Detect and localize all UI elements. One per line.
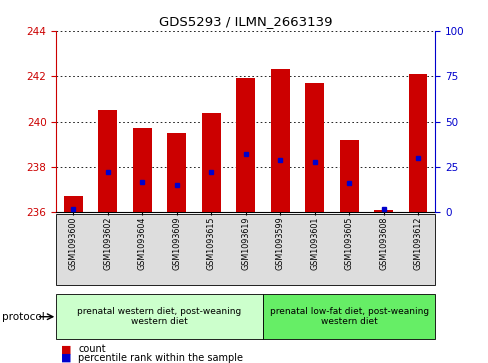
Bar <box>270 69 289 212</box>
Text: prenatal low-fat diet, post-weaning
western diet: prenatal low-fat diet, post-weaning west… <box>269 307 428 326</box>
Bar <box>98 110 117 212</box>
Title: GDS5293 / ILMN_2663139: GDS5293 / ILMN_2663139 <box>159 15 332 28</box>
Bar <box>133 129 152 212</box>
Text: percentile rank within the sample: percentile rank within the sample <box>78 352 243 363</box>
Bar <box>202 113 220 212</box>
Text: protocol: protocol <box>2 312 45 322</box>
Bar <box>407 74 427 212</box>
Bar <box>64 196 83 212</box>
Text: prenatal western diet, post-weaning
western diet: prenatal western diet, post-weaning west… <box>77 307 241 326</box>
Bar <box>305 83 324 212</box>
Bar <box>339 140 358 212</box>
Bar <box>167 133 186 212</box>
Bar <box>373 210 392 212</box>
Text: count: count <box>78 344 105 354</box>
Text: ■: ■ <box>61 352 71 363</box>
Text: ■: ■ <box>61 344 71 354</box>
Bar <box>236 78 255 212</box>
